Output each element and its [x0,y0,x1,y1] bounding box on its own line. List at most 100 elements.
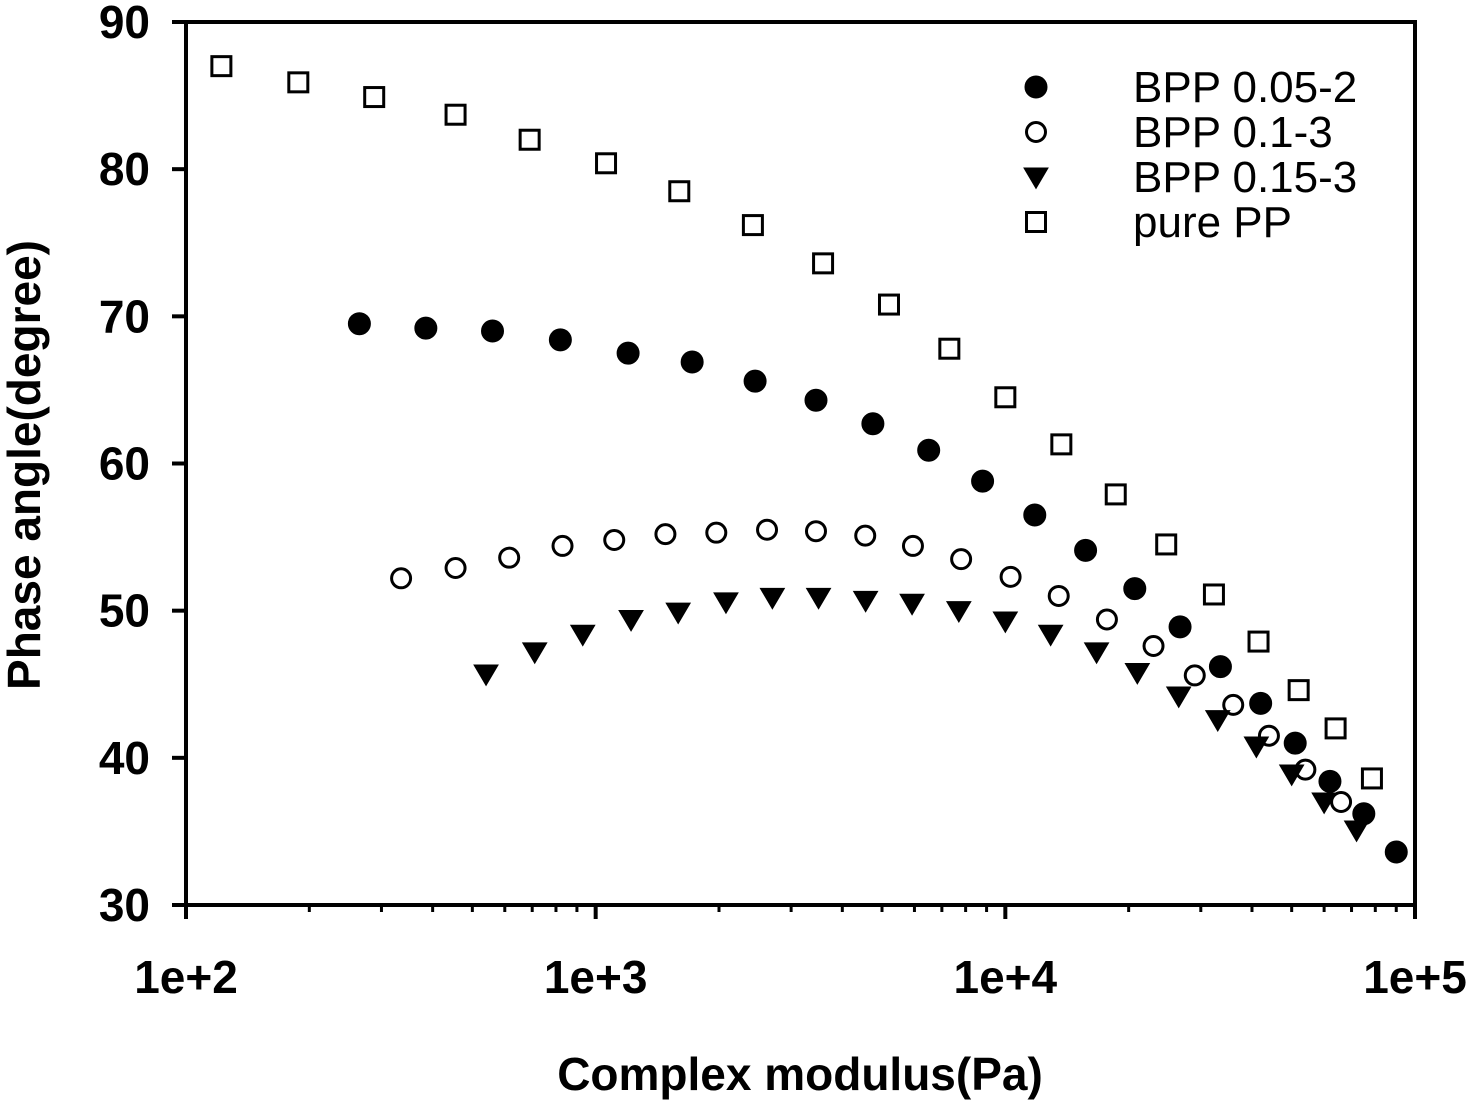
legend-label: BPP 0.15-3 [1133,153,1357,202]
x-tick-label: 1e+4 [954,951,1058,1003]
series-2 [390,518,1353,813]
data-point [861,412,885,436]
data-point [603,529,626,552]
data-point [548,328,572,352]
data-point [1183,664,1206,687]
data-point [1384,840,1408,864]
data-point [741,214,764,237]
data-point [1023,503,1047,527]
legend-label: BPP 0.05-2 [1133,63,1357,112]
data-point [1324,717,1347,740]
data-point [1283,731,1307,755]
data-point [287,71,310,94]
data-point [917,438,941,462]
data-point [521,642,548,665]
data-point [1037,624,1064,647]
legend-marker [1023,167,1049,190]
data-point [1208,655,1232,679]
legend-label: pure PP [1133,198,1292,247]
data-point [1104,483,1127,506]
data-point [1095,608,1118,631]
data-points [210,55,1408,864]
data-point [1360,767,1383,790]
legend-marker [1024,75,1048,99]
data-point [992,611,1019,634]
y-tick-label: 70 [99,290,150,342]
data-point [1142,634,1165,657]
data-point [994,386,1017,409]
data-point [390,567,413,590]
x-tick-label: 1e+5 [1363,951,1467,1003]
data-point [569,624,596,647]
data-point [1074,538,1098,562]
data-point [713,592,739,615]
data-point [999,565,1022,588]
data-point [1202,583,1225,606]
data-point [680,350,704,374]
data-point [812,252,835,275]
data-point [705,521,728,544]
series-3 [473,587,1370,843]
data-point [444,103,467,126]
data-point [1247,630,1270,653]
legend-marker [1025,211,1047,233]
data-point [1204,710,1231,732]
data-point [756,518,779,541]
data-point [938,337,961,360]
data-point [616,341,640,365]
data-point [759,587,786,610]
data-point [1083,642,1110,665]
data-point [950,548,973,571]
data-point [1343,820,1370,843]
data-point [1123,577,1147,601]
y-tick-label: 60 [99,438,150,490]
x-tick-label: 1e+2 [134,951,238,1003]
data-point [805,587,832,610]
data-point [654,523,677,546]
y-tick-label: 90 [99,0,150,48]
y-tick-label: 40 [99,732,150,784]
data-point [595,152,618,175]
data-point [481,319,505,343]
data-point [899,593,925,616]
legend-label: BPP 0.1-3 [1133,108,1333,157]
data-point [618,609,644,632]
y-tick-label: 80 [99,143,150,195]
data-point [1311,792,1337,815]
data-point [665,602,692,625]
data-point [473,664,499,687]
data-point [1330,790,1353,813]
data-point [1222,693,1245,716]
data-point [414,316,438,340]
data-point [1050,433,1073,456]
data-point [1278,764,1305,787]
data-point [210,55,233,78]
x-axis-title: Complex modulus(Pa) [557,1048,1043,1100]
data-point [363,86,386,109]
data-point [1243,736,1270,759]
data-point [1124,662,1151,685]
data-point [1168,615,1192,639]
data-point [901,534,924,557]
data-point [1318,769,1342,793]
data-point [945,601,972,624]
data-point [1287,679,1310,702]
data-point [518,128,541,151]
y-axis-ticks: 30 40 50 60 70 80 90 [99,0,186,931]
x-tick-label: 1e+3 [544,951,648,1003]
series-1 [347,312,1408,864]
data-point [877,293,900,316]
data-point [498,546,521,569]
x-axis-ticks: 1e+2 1e+3 1e+4 1e+5 [134,905,1467,1003]
data-point [347,312,371,336]
y-axis-title: Phase angle(degree) [0,240,50,690]
legend-marker [1025,121,1047,143]
data-point [804,520,827,543]
y-tick-label: 30 [99,879,150,931]
data-point [854,524,877,547]
data-point [551,534,574,557]
data-point [852,590,879,613]
data-point [1155,533,1178,556]
